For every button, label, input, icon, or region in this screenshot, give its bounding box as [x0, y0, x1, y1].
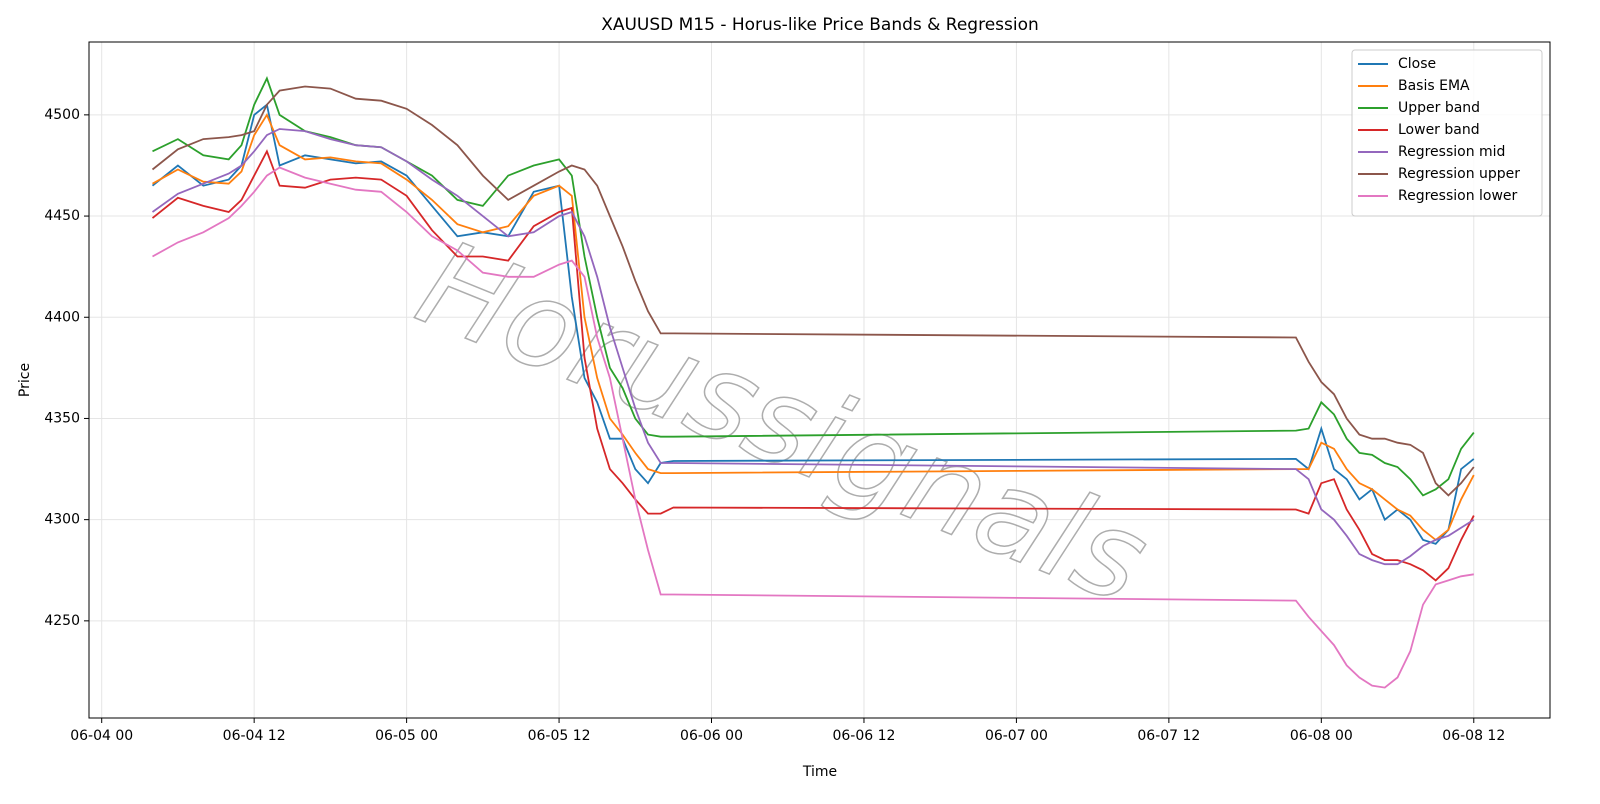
legend-label: Regression mid	[1398, 144, 1505, 160]
series-line	[151, 149, 1475, 582]
plot-frame	[88, 41, 1551, 719]
x-tick-label: 06-06 12	[832, 728, 895, 744]
legend-label: Regression lower	[1398, 188, 1518, 204]
x-tick-label: 06-05 12	[528, 728, 591, 744]
x-axis-label: Time	[802, 764, 837, 780]
x-tick-label: 06-06 00	[680, 728, 743, 744]
legend: Close Basis EMA Upper band Lower band Regres…	[1351, 49, 1543, 217]
series-line	[151, 128, 1475, 566]
y-tick-label: 4400	[44, 309, 80, 325]
series-line	[152, 112, 1475, 542]
series-line	[151, 103, 1475, 545]
y-tick-label: 4500	[44, 107, 80, 123]
legend-label: Basis EMA	[1398, 78, 1470, 94]
y-axis-label: Price	[17, 363, 33, 397]
x-tick-label: 06-07 00	[985, 728, 1048, 744]
series-line	[152, 76, 1475, 497]
legend-label: Lower band	[1398, 122, 1480, 138]
series-line	[152, 166, 1474, 689]
legend-label: Regression upper	[1398, 166, 1520, 182]
legend-label: Close	[1398, 56, 1436, 72]
legend-box	[1351, 49, 1543, 217]
y-tick-label: 4450	[44, 208, 80, 224]
y-tick-label: 4250	[44, 613, 80, 629]
x-tick-label: 06-08 12	[1442, 728, 1505, 744]
x-tick-label: 06-04 00	[70, 728, 133, 744]
x-tick-label: 06-04 12	[223, 728, 286, 744]
y-tick-label: 4300	[44, 512, 80, 528]
chart-title: XAUUSD M15 - Horus-like Price Bands & Re…	[601, 15, 1039, 35]
y-tick-label: 4350	[44, 410, 80, 426]
x-tick-label: 06-07 12	[1137, 728, 1200, 744]
series-line	[151, 85, 1475, 497]
legend-label: Upper band	[1398, 100, 1480, 116]
x-tick-label: 06-05 00	[375, 728, 438, 744]
x-tick-label: 06-08 00	[1290, 728, 1353, 744]
